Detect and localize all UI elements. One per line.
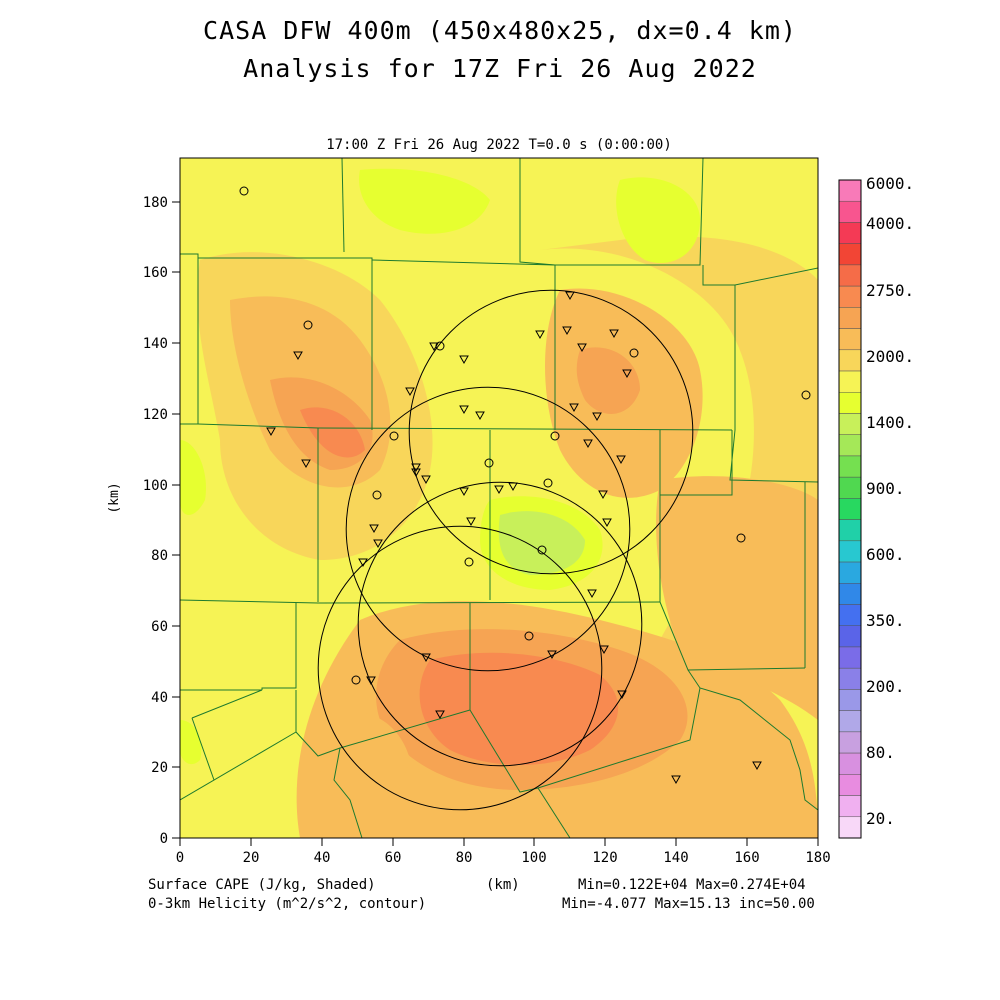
colorbar-label: 6000. — [866, 174, 914, 193]
colorbar-label: 350. — [866, 611, 905, 630]
colorbar-label: 900. — [866, 479, 905, 498]
colorbar-swatch — [838, 498, 862, 520]
colorbar-swatch — [838, 200, 862, 223]
radar-circle-1 — [317, 525, 603, 811]
x-tick-label: 140 — [663, 850, 688, 866]
colorbar-swatch — [838, 222, 862, 244]
colorbar-frame — [838, 179, 862, 839]
colorbar-swatch — [838, 455, 862, 478]
colorbar-label: 4000. — [866, 214, 914, 233]
observation-markers — [239, 186, 811, 685]
colorbar-swatch — [838, 689, 862, 711]
cape-field — [180, 158, 818, 838]
colorbar-label: 1400. — [866, 413, 914, 432]
footer-shaded-label: Surface CAPE (J/kg, Shaded) — [148, 877, 376, 893]
colorbar-swatch — [838, 370, 862, 393]
colorbar-label: 2750. — [866, 281, 914, 300]
radar-circle-4 — [357, 481, 643, 767]
y-tick-label: 20 — [151, 760, 168, 776]
x-tick-label: 20 — [243, 850, 260, 866]
colorbar-swatch — [838, 561, 862, 584]
x-tick-label: 60 — [385, 850, 402, 866]
colorbar-swatch — [838, 179, 862, 202]
colorbar-swatch — [838, 285, 862, 308]
y-tick-label: 160 — [143, 265, 168, 281]
y-tick-label: 180 — [143, 195, 168, 211]
x-tick-label: 160 — [734, 850, 759, 866]
y-tick-label: 120 — [143, 407, 168, 423]
colorbar-swatch — [838, 540, 862, 563]
y-tick-label: 140 — [143, 336, 168, 352]
radar-circle-3 — [408, 289, 694, 575]
colorbar-swatch — [838, 392, 862, 414]
colorbar-swatch — [838, 583, 862, 605]
y-tick-label: 100 — [143, 478, 168, 494]
colorbar-labels: 6000. 4000. 2750. 2000. 1400. 900. 600. … — [866, 174, 914, 828]
county-boundaries — [180, 158, 818, 838]
x-tick-label: 80 — [456, 850, 473, 866]
colorbar-swatch — [838, 752, 862, 775]
footer-shaded-range: Min=0.122E+04 Max=0.274E+04 — [578, 877, 806, 893]
colorbar-swatch — [838, 731, 862, 754]
radar-circle-2 — [345, 386, 631, 672]
radar-range-circles — [317, 289, 694, 811]
colorbar-swatch — [838, 625, 862, 648]
colorbar-swatch — [838, 604, 862, 626]
y-tick-label: 0 — [160, 831, 168, 847]
colorbar-swatch — [838, 264, 862, 287]
colorbar-swatch — [838, 349, 862, 372]
colorbar-swatch — [838, 816, 862, 839]
x-tick-label: 40 — [314, 850, 331, 866]
colorbar-swatch — [838, 243, 862, 266]
x-tick-label: 180 — [805, 850, 830, 866]
colorbar-swatch — [838, 476, 862, 499]
x-tick-label: 0 — [176, 850, 184, 866]
colorbar — [838, 179, 862, 839]
colorbar-label: 20. — [866, 809, 895, 828]
colorbar-swatch — [838, 307, 862, 329]
colorbar-swatch — [838, 710, 862, 733]
footer-contour-range: Min=-4.077 Max=15.13 inc=50.00 — [562, 896, 815, 912]
colorbar-swatch — [838, 328, 862, 351]
map-subtitle: Analysis for 17Z Fri 26 Aug 2022 — [243, 54, 757, 83]
x-tick-label: 100 — [521, 850, 546, 866]
colorbar-swatch — [838, 774, 862, 796]
x-tick-label: 120 — [592, 850, 617, 866]
x-tick-labels: 0 20 40 60 80 100 120 140 160 180 — [176, 850, 831, 866]
colorbar-swatch — [838, 795, 862, 818]
y-tick-labels: 0 20 40 60 80 100 120 140 160 180 — [143, 195, 168, 847]
colorbar-swatch — [838, 646, 862, 669]
colorbar-label: 200. — [866, 677, 905, 696]
time-label: 17:00 Z Fri 26 Aug 2022 T=0.0 s (0:00:00… — [326, 137, 672, 153]
colorbar-label: 600. — [866, 545, 905, 564]
axis-ticks — [172, 201, 819, 846]
y-axis-label: (km) — [107, 482, 122, 513]
colorbar-swatch — [838, 519, 862, 542]
colorbar-swatch — [838, 434, 862, 457]
y-tick-label: 60 — [151, 619, 168, 635]
station-markers — [266, 291, 762, 785]
x-axis-label: (km) — [486, 877, 520, 893]
y-tick-label: 80 — [151, 548, 168, 564]
plot-frame — [179, 157, 819, 839]
colorbar-label: 80. — [866, 743, 895, 762]
colorbar-swatch — [838, 413, 862, 435]
colorbar-swatch — [838, 667, 862, 690]
colorbar-label: 2000. — [866, 347, 914, 366]
footer-contour-label: 0-3km Helicity (m^2/s^2, contour) — [148, 896, 427, 912]
map-title: CASA DFW 400m (450x480x25, dx=0.4 km) — [203, 16, 797, 45]
y-tick-label: 40 — [151, 690, 168, 706]
